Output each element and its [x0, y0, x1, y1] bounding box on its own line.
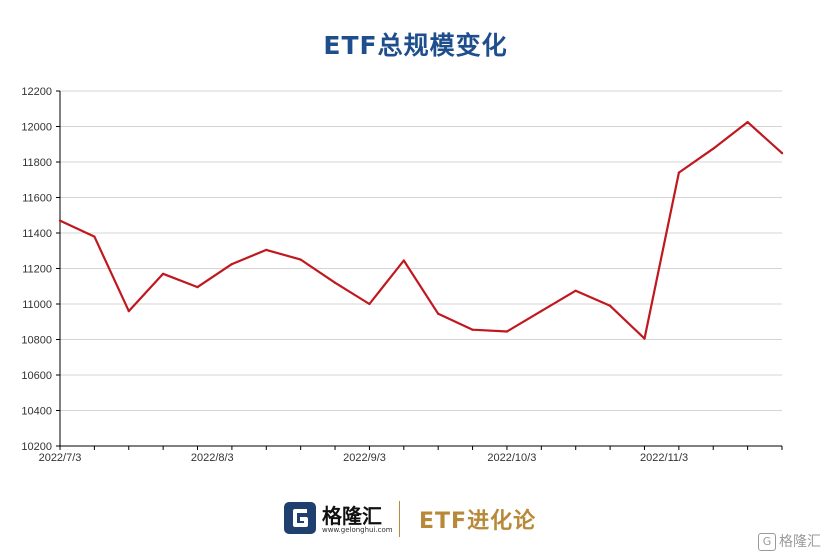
data-point: [58, 219, 62, 222]
data-point: [299, 258, 302, 261]
data-point: [574, 289, 577, 292]
x-tick-label: 2022/10/3: [487, 452, 536, 464]
x-tick-label: 2022/7/3: [39, 452, 82, 464]
data-point: [127, 310, 130, 313]
watermark-logo-icon: G: [758, 533, 776, 551]
y-tick-label: 10200: [21, 441, 52, 453]
watermark-text: 格隆汇: [779, 534, 821, 550]
y-tick-label: 10800: [21, 335, 52, 347]
data-point: [437, 312, 440, 315]
y-tick-label: 11000: [22, 299, 52, 311]
data-point: [712, 147, 715, 150]
data-point: [540, 310, 543, 313]
brand-name: 格隆汇: [322, 504, 382, 528]
footer-divider: [399, 501, 400, 537]
data-point: [196, 286, 199, 289]
data-point: [368, 302, 371, 306]
y-tick-label: 11400: [22, 228, 52, 240]
y-axis: 10200 10400 10600 10800 11000 11200 11400 11600…: [21, 86, 61, 453]
footer-branding: 格隆汇 www.gelonghui.com ETF进化论: [0, 497, 831, 541]
y-tick-label: 11800: [22, 157, 52, 169]
x-tick-label: 2022/8/3: [191, 452, 234, 464]
x-tick-label: 2022/11/3: [640, 452, 688, 464]
y-tick-label: 11200: [22, 264, 52, 276]
data-point: [333, 281, 337, 284]
y-tick-label: 10600: [21, 370, 52, 382]
data-point: [93, 235, 96, 238]
data-point: [505, 330, 509, 333]
series-line: [58, 120, 784, 340]
brand-url: www.gelonghui.com: [322, 526, 393, 534]
data-point: [677, 171, 680, 174]
slogan: ETF进化论: [419, 509, 537, 534]
chart-title: ETF总规模变化: [323, 31, 508, 60]
data-point: [402, 259, 405, 262]
gelonghui-logo-icon: [284, 502, 316, 534]
data-point: [162, 272, 165, 275]
y-tick-label: 12000: [21, 122, 52, 134]
x-axis: 2022/7/3 2022/8/3 2022/9/3 2022/10/3 2022/11…: [39, 445, 783, 464]
data-point: [746, 120, 749, 124]
watermark: G 格隆汇: [758, 531, 821, 551]
series-group: [58, 120, 784, 340]
data-point: [780, 152, 784, 155]
data-point: [265, 248, 268, 251]
y-tick-label: 11600: [22, 193, 52, 205]
data-point: [643, 337, 646, 340]
x-tick-label: 2022/9/3: [343, 452, 386, 464]
data-point: [608, 304, 612, 307]
data-point: [230, 262, 234, 266]
line-chart: 10200 10400 10600 10800 11000 11200 11400 11600…: [21, 86, 784, 464]
y-tick-label: 10400: [21, 406, 52, 418]
gridlines: [60, 90, 782, 411]
y-tick-label: 12200: [21, 86, 52, 98]
data-point: [471, 328, 474, 331]
